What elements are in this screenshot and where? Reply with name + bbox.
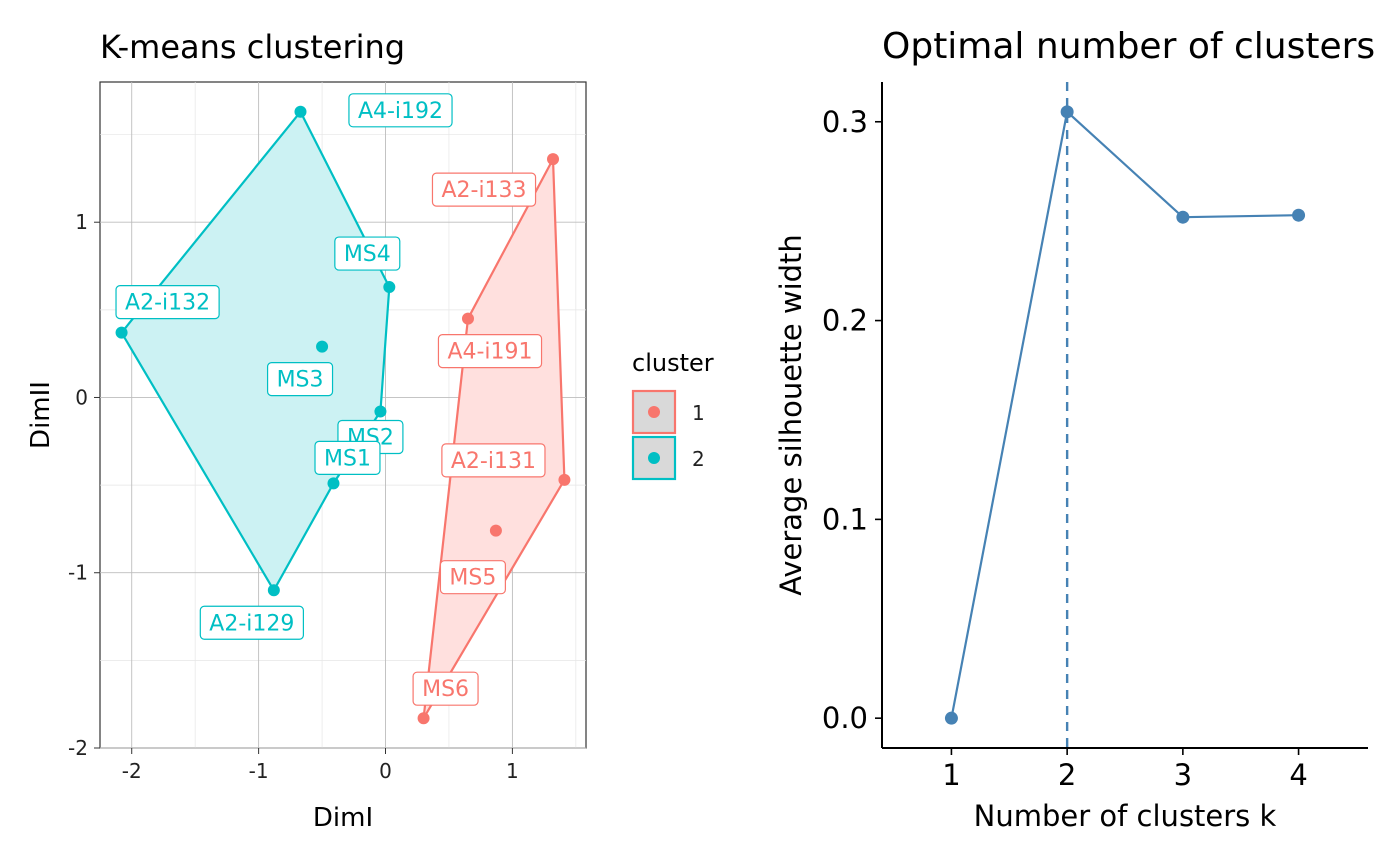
- kmeans-panel: K-means clustering A2-i133 A4-i191 A2-i131…: [26, 28, 587, 833]
- label-box-bg: [348, 93, 453, 128]
- silhouette-title: Optimal number of clusters: [882, 26, 1375, 67]
- point-label: A2-i129: [209, 611, 294, 636]
- data-point: [461, 312, 474, 325]
- point-label-box: A4-i191: [437, 334, 543, 369]
- data-point: [383, 281, 396, 294]
- silhouette-y-ticks: 0.0 0.1 0.2 0.3: [822, 105, 882, 735]
- point-label-box: A2-i133: [431, 172, 537, 207]
- data-point: [374, 405, 387, 418]
- point-label: MS3: [277, 368, 324, 393]
- point-label-box: A2-i131: [441, 443, 546, 478]
- y-tick-label: -1: [68, 561, 88, 585]
- point-label-box: MS1: [314, 440, 381, 475]
- y-tick-label: 0.2: [822, 304, 868, 338]
- label-box-bg: [437, 334, 543, 369]
- data-point: [417, 712, 430, 725]
- x-tick-label: 1: [506, 759, 519, 783]
- label-box-bg: [412, 671, 479, 706]
- point-label: A2-i131: [451, 449, 536, 474]
- data-point: [267, 584, 280, 597]
- y-tick-label: 1: [75, 210, 88, 234]
- silhouette-point: [1060, 105, 1074, 119]
- kmeans-x-ticks: -2 -1 0 1: [122, 748, 519, 783]
- legend-point-2: [648, 452, 660, 464]
- kmeans-points: [115, 105, 571, 725]
- legend-label-1: 1: [692, 401, 705, 425]
- legend-title: cluster: [632, 349, 714, 377]
- cluster-legend: cluster 12: [631, 349, 714, 481]
- point-label-box: MS3: [266, 362, 334, 397]
- point-label: A4-i192: [358, 99, 443, 124]
- silhouette-point: [944, 711, 958, 725]
- silhouette-point: [1292, 208, 1306, 222]
- kmeans-point-labels: A2-i133 A4-i191 A2-i131 MS5 MS6 A4-i192 MS4 A2-…: [115, 93, 546, 706]
- silhouette-x-ticks: 1 2 3 4: [942, 748, 1308, 792]
- y-tick-label: 0.1: [822, 502, 868, 536]
- point-label-box: A2-i129: [199, 605, 304, 640]
- label-box-bg: [199, 605, 304, 640]
- point-label-box: A2-i132: [115, 285, 220, 320]
- point-label: A2-i133: [441, 178, 526, 203]
- x-tick-label: 4: [1289, 758, 1307, 792]
- data-point: [489, 524, 502, 537]
- legend-entries: 12: [631, 389, 705, 481]
- data-point: [294, 105, 307, 118]
- silhouette-point: [1176, 210, 1190, 224]
- data-point: [327, 477, 340, 490]
- point-label-box: MS5: [439, 560, 506, 595]
- point-label: MS5: [449, 566, 496, 591]
- x-tick-label: 2: [1058, 758, 1076, 792]
- kmeans-title: K-means clustering: [100, 28, 405, 66]
- label-box-bg: [115, 285, 220, 320]
- silhouette-series: [944, 105, 1306, 725]
- data-point: [316, 340, 329, 353]
- point-label: MS6: [422, 677, 469, 702]
- point-label-box: A4-i192: [348, 93, 453, 128]
- data-point: [558, 473, 571, 486]
- label-box-bg: [314, 440, 381, 475]
- label-box-bg: [266, 362, 334, 397]
- label-box-bg: [441, 443, 546, 478]
- x-tick-label: 1: [942, 758, 960, 792]
- legend-label-2: 2: [692, 447, 705, 471]
- point-label-box: MS6: [412, 671, 479, 706]
- point-label: MS1: [324, 446, 371, 471]
- x-tick-label: 0: [379, 759, 392, 783]
- data-point: [547, 153, 560, 166]
- kmeans-y-axis-label: DimII: [26, 381, 56, 449]
- legend-point-1: [648, 406, 660, 418]
- kmeans-x-axis-label: DimI: [313, 803, 373, 833]
- y-tick-label: -2: [68, 736, 88, 760]
- point-label: A2-i132: [125, 291, 210, 316]
- x-tick-label: -2: [122, 759, 142, 783]
- point-label-box: MS4: [334, 236, 401, 271]
- point-label: MS4: [344, 242, 391, 267]
- x-tick-label: -1: [249, 759, 269, 783]
- silhouette-line: [950, 109, 1299, 719]
- label-box-bg: [439, 560, 506, 595]
- y-tick-label: 0: [75, 385, 88, 409]
- silhouette-y-axis-label: Average silhouette width: [774, 234, 808, 596]
- data-point: [115, 326, 128, 339]
- x-tick-label: 3: [1174, 758, 1192, 792]
- point-label: A4-i191: [447, 340, 532, 365]
- silhouette-x-axis-label: Number of clusters k: [974, 799, 1277, 833]
- y-tick-label: 0.0: [822, 701, 868, 735]
- y-tick-label: 0.3: [822, 105, 868, 139]
- label-box-bg: [431, 172, 537, 207]
- kmeans-y-ticks: -2 -1 0 1: [68, 210, 100, 760]
- label-box-bg: [334, 236, 401, 271]
